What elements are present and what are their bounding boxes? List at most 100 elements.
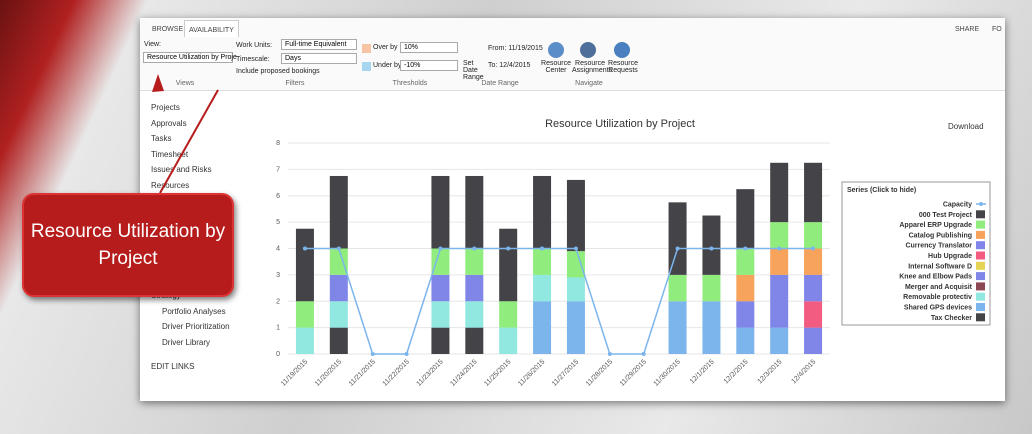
over-by-input[interactable]: 10% [400,42,458,53]
legend-swatch [976,230,985,239]
icon [580,42,596,58]
work-units-dropdown[interactable]: Full-time Equivalent [281,39,357,50]
checkbox[interactable]: Include proposed bookings [236,68,320,75]
y-tick-label: 2 [276,298,280,305]
bar-segment [499,228,518,302]
legend-label: Shared GPS devices [904,305,972,312]
bar-segment [736,189,755,249]
bar-segment [566,277,585,302]
bar-segment [770,248,789,275]
share[interactable]: SHARE [955,26,980,33]
bar-segment [465,248,484,275]
bar-segment [295,301,314,328]
label: View: [144,41,161,48]
bar-segment [668,202,687,275]
edit-links[interactable]: EDIT LINKS [151,362,195,371]
bar-segment [295,228,314,302]
nav-link[interactable]: Driver Prioritization [162,322,230,331]
icon [614,42,630,58]
nav-link[interactable]: Timesheet [151,149,189,159]
bar-segment [329,248,348,275]
tab[interactable]: BROWSE [152,26,184,33]
nav-link[interactable]: Issues and Risks [151,165,212,174]
legend-swatch [976,292,985,301]
x-tick-label: 11/19/2015 [280,358,309,387]
legend-swatch [976,210,985,219]
x-tick-label: 11/28/2015 [585,358,614,387]
under-swatch [362,62,371,71]
legend-label: Hub Upgrade [928,253,972,260]
view-dropdown[interactable]: Resource Utilization by Proje [143,52,237,63]
group-label: Date Range [481,80,519,87]
under-by-input[interactable]: -10% [400,60,458,71]
set-date-range[interactable]: Set Date Range [463,60,484,81]
bar-segment [804,222,823,249]
x-tick-label: 11/22/2015 [382,358,411,387]
x-tick-label: 12/3/2015 [757,358,784,385]
nav-link[interactable]: Portfolio Analyses [162,306,226,316]
y-tick-label: 7 [276,166,280,173]
capacity-point [675,246,680,251]
x-tick-label: 12/1/2015 [689,358,716,385]
legend-label: Knee and Elbow Pads [899,274,972,281]
capacity-point [336,246,341,251]
bar-segment [804,162,823,223]
capacity-point [404,352,409,356]
button[interactable]: Resource Assignments [572,60,613,74]
legend-label: Catalog Publishing [909,232,972,239]
label: Work Units: [236,42,273,49]
legend-swatch [976,261,985,270]
capacity-point [370,352,375,356]
bar-segment [533,248,552,275]
bar-segment [736,301,755,328]
bar-segment [770,274,789,328]
y-tick-label: 8 [276,140,280,147]
capacity-point [607,352,612,356]
label: Timescale: [236,56,270,63]
x-tick-label: 11/30/2015 [653,358,682,387]
download[interactable]: Download [948,122,984,131]
x-tick-label: 11/20/2015 [314,358,343,387]
legend-label: Tax Checker [931,315,972,322]
y-tick-label: 5 [276,219,280,226]
group-label: Views [175,80,195,87]
bar-segment [533,274,552,302]
y-tick-label: 3 [276,272,280,279]
from-date: From: 11/19/2015 [488,45,543,52]
legend-swatch [976,272,985,281]
bar-segment [804,248,823,275]
bar-segment [465,274,484,302]
x-tick-label: 12/2/2015 [723,358,750,385]
bar-segment [736,248,755,275]
nav-link[interactable]: Tasks [151,134,172,143]
bar-segment [668,274,687,302]
timescale-dropdown[interactable]: Days [281,53,357,64]
legend-label: Capacity [943,202,972,209]
bar-segment [431,248,450,275]
button[interactable]: Resource Center [541,60,571,74]
x-tick-label: 11/21/2015 [348,358,377,387]
nav-link[interactable]: Projects [151,103,180,112]
legend-box [841,181,991,326]
bar-segment [804,301,823,328]
nav-link[interactable]: Driver Library [162,337,211,347]
button[interactable]: Resource Requests [608,60,638,74]
legend-label: Merger and Acquisit [905,284,973,291]
icon [548,42,564,58]
legend-label: Apparel ERP Upgrade [899,222,972,229]
bar-segment [533,175,552,249]
bar-segment [295,327,314,354]
nav-link[interactable]: Approvals [151,118,187,128]
nav-link[interactable]: Resources [151,180,190,190]
capacity-point [709,246,714,251]
x-tick-label: 11/24/2015 [449,358,478,387]
follow[interactable]: FO [992,26,1002,33]
legend-title: Series (Click to hide) [847,187,916,194]
bar-segment [431,175,450,249]
legend-swatch [976,241,985,250]
bar-segment [465,175,484,249]
x-tick-label: 11/23/2015 [415,358,444,387]
bar-segment [566,251,585,278]
tab-active[interactable]: AVAILABILITY [184,20,239,37]
